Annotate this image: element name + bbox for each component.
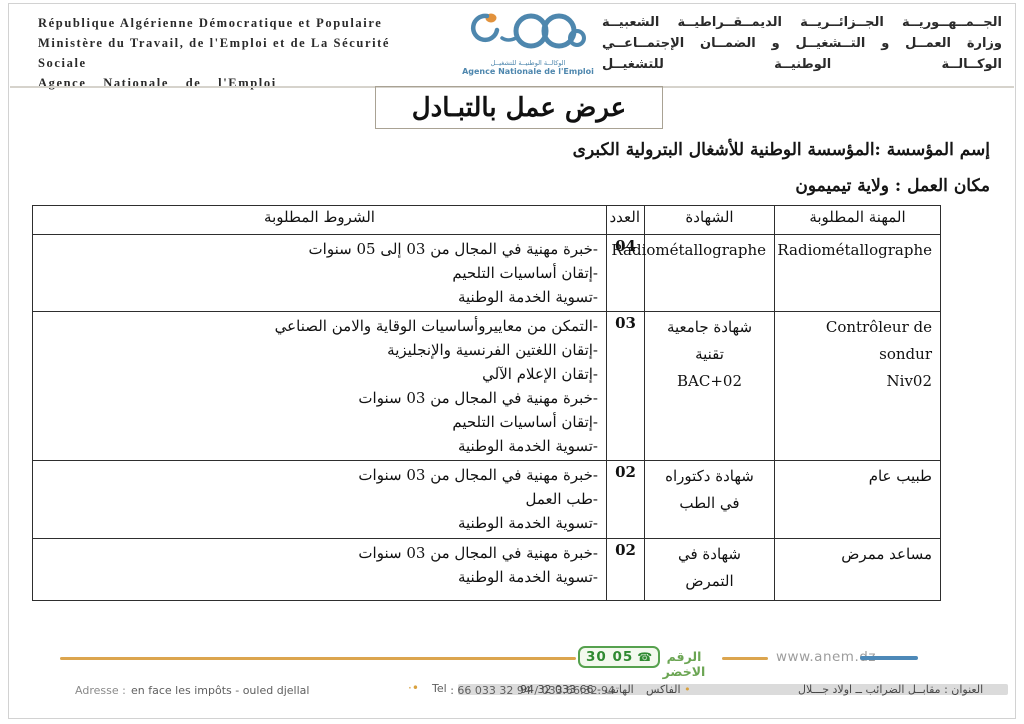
condition-line: -تسوية الخدمة الوطنية xyxy=(457,288,598,306)
bullet-icon: • xyxy=(680,683,691,696)
profession-cell: Contrôleur de sondur Niv02 xyxy=(774,311,941,461)
bullet-icon: ·• xyxy=(408,681,419,695)
address-arabic: العنوان : مقابــل الضرائب ــ اولاد جـــل… xyxy=(798,683,984,696)
condition-line: -تسوية الخدمة الوطنية xyxy=(457,437,598,455)
header-arabic-line3: الوكــالــة الوطنيــة للتشغيــل xyxy=(602,57,1002,72)
count-cell: 03 xyxy=(606,311,645,461)
header-arabic-line1: الجــمــهــوريــة الجــزائــريــة الديمـ… xyxy=(602,15,1002,30)
condition-line: -إتقان الإعلام الآلي xyxy=(482,365,598,383)
table-row: مساعد ممرض شهادة في التمرض 02 -خبرة مهني… xyxy=(32,538,941,601)
condition-line: -تسوية الخدمة الوطنية xyxy=(457,514,598,532)
diploma-line: شهادة في التمرض xyxy=(677,545,742,590)
page-title: عرض عمل بالتبـادل xyxy=(411,92,627,123)
phone-icon: ☎ xyxy=(637,650,653,664)
profession-line: طبيب عام xyxy=(868,467,932,485)
logo-caption-french: Agence Nationale de l'Emploi xyxy=(462,67,594,76)
address-value: en face les impôts - ouled djellal xyxy=(131,684,310,697)
conditions-cell: -خبرة مهنية في المجال من 03 سنوات -طب ال… xyxy=(32,460,607,539)
table-row: Contrôleur de sondur Niv02 شهادة جامعية … xyxy=(32,311,941,461)
count-cell: 02 xyxy=(606,538,645,601)
telephone-label: Tel xyxy=(432,682,447,695)
telephone-arabic: الهاتف - 66 033 32 94 xyxy=(520,683,634,696)
col-header-conditions: الشروط المطلوبة xyxy=(32,205,607,235)
header-arabic: الجــمــهــوريــة الجــزائــريــة الديمـ… xyxy=(602,12,1002,75)
profession-cell: طبيب عام xyxy=(774,460,941,539)
col-header-profession: المهنة المطلوبة xyxy=(774,205,941,235)
green-number: 30 05 xyxy=(586,649,634,665)
diploma-line: Radiométallographe xyxy=(611,241,766,259)
diploma-cell: شهادة جامعية تقنية BAC+02 xyxy=(644,311,775,461)
logo-caption-arabic: الوكالــة الوطنيــة للتشغيــل xyxy=(490,59,566,67)
condition-line: -طب العمل xyxy=(525,490,598,508)
conditions-cell: -خبرة مهنية في المجال من 03 إلى 05 سنوات… xyxy=(32,234,607,312)
footer-contact-row: Adresse : en face les impôts - ouled dje… xyxy=(0,681,1024,699)
anem-logo-icon xyxy=(470,13,586,49)
header-french-line1: République Algérienne Démocratique et Po… xyxy=(38,16,383,30)
telephone-fr: Tel : 66 033 32 94 / 033.66.32.94 xyxy=(432,682,616,697)
website-link[interactable]: www.anem.dz xyxy=(776,649,876,665)
condition-line: -خبرة مهنية في المجال من 03 سنوات xyxy=(358,389,598,407)
conditions-cell: -التمكن من معاييروأساسيات الوقاية والامن… xyxy=(32,311,607,461)
profession-cell: Radiométallographe xyxy=(774,234,941,312)
profession-cell: مساعد ممرض xyxy=(774,538,941,601)
diploma-line: شهادة جامعية تقنية xyxy=(666,318,753,363)
header-arabic-line2: وزارة العمــل و التــشغيــل و الضمــان ا… xyxy=(602,36,1002,51)
job-offers-table: المهنة المطلوبة الشهادة العدد الشروط الم… xyxy=(32,205,941,601)
condition-line: -إتقان اللغتين الفرنسية والإنجليزية xyxy=(387,341,598,359)
condition-line: -خبرة مهنية في المجال من 03 سنوات xyxy=(358,466,598,484)
count-cell: 04 xyxy=(606,234,645,312)
diploma-cell: شهادة في التمرض xyxy=(644,538,775,601)
header-french: République Algérienne Démocratique et Po… xyxy=(38,13,438,93)
profession-line: مساعد ممرض xyxy=(841,545,932,563)
col-header-count: العدد xyxy=(606,205,645,235)
title-box: عرض عمل بالتبـادل xyxy=(375,86,663,129)
condition-line: -تسوية الخدمة الوطنية xyxy=(457,568,598,586)
diploma-line: شهادة دكتوراه في الطب xyxy=(665,467,754,512)
conditions-cell: -خبرة مهنية في المجال من 03 سنوات -تسوية… xyxy=(32,538,607,601)
header-divider xyxy=(10,86,1014,88)
footer-orange-rule-left xyxy=(60,657,576,660)
table-row: طبيب عام شهادة دكتوراه في الطب 02 -خبرة … xyxy=(32,460,941,539)
telephone-value: : 66 033 32 94 / 033.66.32.94 xyxy=(450,684,616,697)
fax-label: الفاكس xyxy=(646,683,681,696)
table-row: Radiométallographe Radiométallographe 04… xyxy=(32,234,941,312)
company-line: إسم المؤسسة :المؤسسة الوطنية للأشغال الب… xyxy=(572,140,990,160)
footer-orange-rule-mid xyxy=(722,657,768,660)
condition-line: -إتقان أساسيات التلحيم xyxy=(452,413,598,431)
footer-blue-rule xyxy=(860,656,918,660)
condition-line: -التمكن من معاييروأساسيات الوقاية والامن… xyxy=(274,317,598,335)
address-label: Adresse : xyxy=(75,684,126,697)
header-french-line2: Ministère du Travail, de l'Emploi et de … xyxy=(38,36,391,70)
diploma-cell: شهادة دكتوراه في الطب xyxy=(644,460,775,539)
count-cell: 02 xyxy=(606,460,645,539)
condition-line: -خبرة مهنية في المجال من 03 إلى 05 سنوات xyxy=(308,240,598,258)
table-header-row: المهنة المطلوبة الشهادة العدد الشروط الم… xyxy=(32,205,941,235)
condition-line: -إتقان أساسيات التلحيم xyxy=(452,264,598,282)
condition-line: -خبرة مهنية في المجال من 03 سنوات xyxy=(358,544,598,562)
anem-logo: الوكالــة الوطنيــة للتشغيــل Agence Nat… xyxy=(448,8,608,77)
green-number-label: الرقم الاخضر xyxy=(662,649,706,679)
profession-line: Radiométallographe xyxy=(777,241,932,259)
green-number-badge: 30 05 ☎ xyxy=(578,646,661,668)
diploma-cell: Radiométallographe xyxy=(611,234,775,312)
profession-line: Contrôleur de sondur xyxy=(825,318,932,363)
col-header-diploma: الشهادة xyxy=(644,205,775,235)
profession-line: Niv02 xyxy=(886,372,932,390)
fax-arabic: • الفاكس xyxy=(646,683,691,696)
diploma-line: BAC+02 xyxy=(677,372,742,390)
location-line: مكان العمل : ولاية تيميمون xyxy=(795,176,990,196)
footer-gray-band xyxy=(458,684,1008,695)
